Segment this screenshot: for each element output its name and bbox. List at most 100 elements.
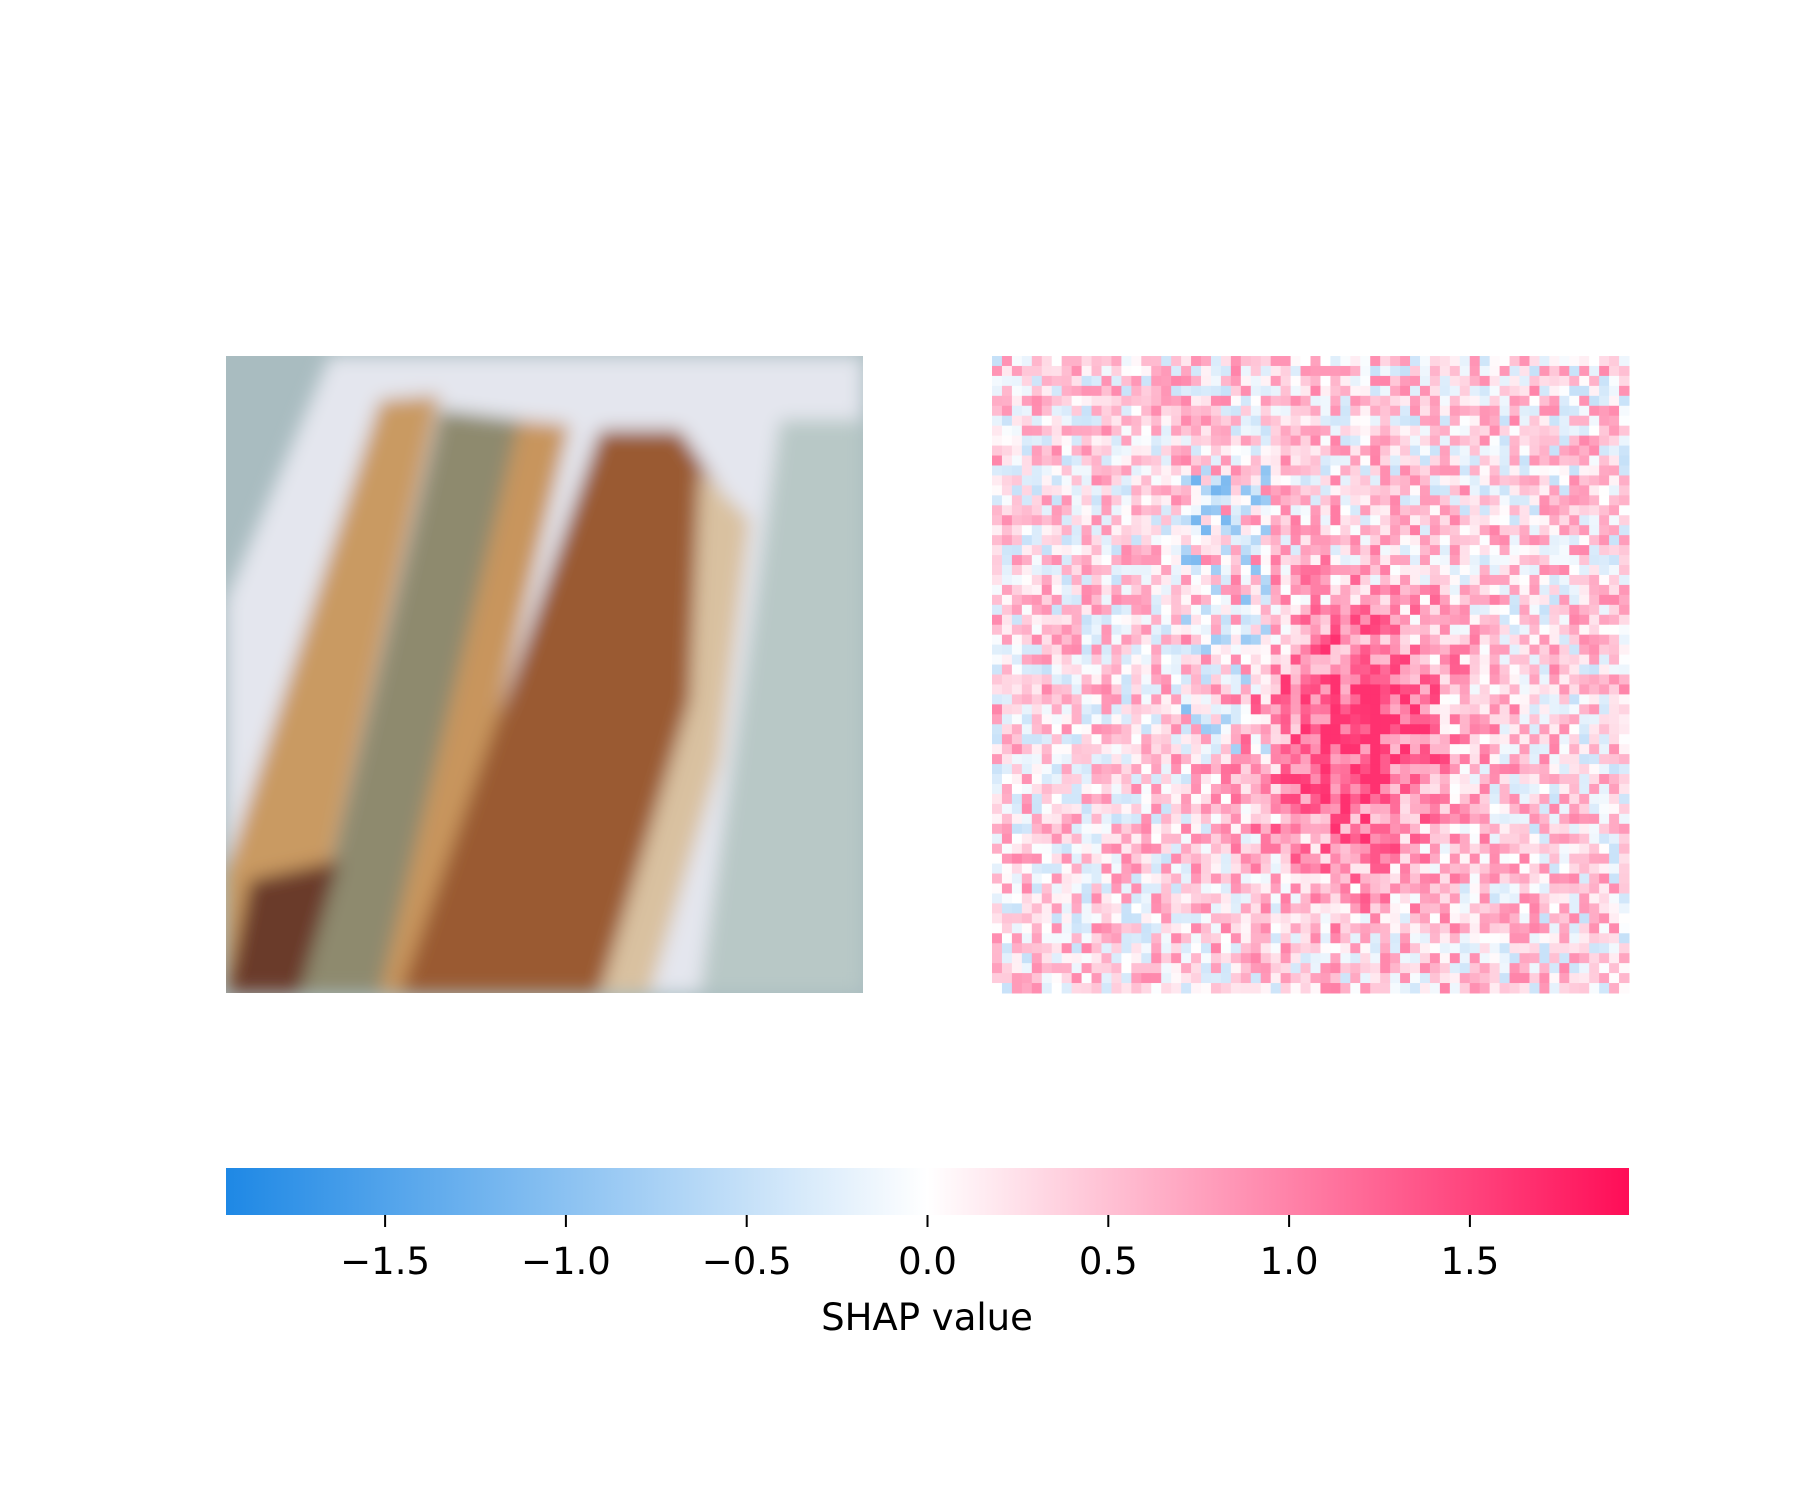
heatmap-cell	[1400, 803, 1411, 815]
heatmap-cell	[1300, 395, 1311, 407]
heatmap-cell	[1181, 515, 1192, 526]
heatmap-cell	[1469, 734, 1481, 745]
heatmap-cell	[1429, 624, 1441, 636]
heatmap-cell	[1589, 395, 1600, 407]
heatmap-cell	[1569, 475, 1580, 486]
heatmap-cell	[1240, 435, 1252, 447]
heatmap-cell	[1171, 555, 1182, 566]
heatmap-cell	[1330, 764, 1341, 775]
heatmap-cell	[1529, 843, 1540, 855]
heatmap-cell	[1051, 893, 1063, 904]
heatmap-cell	[1260, 644, 1272, 656]
heatmap-cell	[1579, 505, 1590, 516]
heatmap-cell	[1419, 873, 1431, 885]
heatmap-cell	[1380, 455, 1391, 466]
heatmap-cell	[1011, 883, 1023, 894]
heatmap-cell	[1310, 963, 1321, 974]
heatmap-cell	[1529, 783, 1540, 795]
heatmap-cell	[1449, 724, 1461, 735]
heatmap-cell	[1449, 485, 1461, 496]
heatmap-cell	[1340, 833, 1351, 845]
heatmap-cell	[1201, 883, 1212, 894]
heatmap-cell	[1101, 913, 1112, 924]
heatmap-cell	[1280, 356, 1292, 367]
heatmap-cell	[1549, 505, 1560, 516]
heatmap-cell	[1579, 724, 1590, 735]
heatmap-cell	[1429, 903, 1441, 914]
heatmap-cell	[1131, 594, 1142, 606]
heatmap-cell	[1260, 744, 1272, 755]
heatmap-cell	[1121, 823, 1132, 835]
heatmap-cell	[1360, 893, 1371, 904]
heatmap-cell	[1390, 425, 1401, 437]
heatmap-cell	[1111, 365, 1122, 377]
heatmap-cell	[1459, 684, 1471, 695]
heatmap-cell	[1041, 913, 1053, 924]
heatmap-cell	[1240, 803, 1252, 815]
heatmap-cell	[1181, 365, 1192, 377]
heatmap-cell	[1549, 793, 1560, 805]
heatmap-cell	[1280, 475, 1292, 486]
heatmap-cell	[1410, 634, 1421, 646]
heatmap-cell	[1091, 594, 1102, 606]
heatmap-cell	[1091, 793, 1102, 805]
heatmap-cell	[1439, 565, 1451, 576]
heatmap-cell	[992, 356, 1003, 367]
heatmap-cell	[1011, 654, 1023, 666]
heatmap-cell	[1449, 365, 1461, 377]
heatmap-cell	[1041, 953, 1053, 964]
heatmap-cell	[1559, 813, 1570, 825]
heatmap-cell	[1410, 783, 1421, 795]
heatmap-cell	[1380, 634, 1391, 646]
heatmap-cell	[1529, 584, 1540, 596]
x-axis-label: SHAP value	[821, 1296, 1033, 1339]
heatmap-cell	[1330, 485, 1341, 496]
heatmap-cell	[1459, 893, 1471, 904]
heatmap-cell	[1071, 375, 1083, 387]
heatmap-cell	[1310, 734, 1321, 745]
heatmap-cell	[1210, 873, 1222, 885]
heatmap-cell	[1270, 953, 1282, 964]
heatmap-cell	[1091, 395, 1102, 407]
heatmap-cell	[1419, 694, 1431, 705]
heatmap-cell	[1559, 923, 1570, 934]
heatmap-cell	[1260, 594, 1272, 606]
heatmap-cell	[1270, 574, 1282, 586]
heatmap-cell	[1181, 425, 1192, 437]
heatmap-cell	[1121, 654, 1132, 666]
heatmap-cell	[1539, 853, 1550, 865]
heatmap-cell	[1300, 485, 1311, 496]
heatmap-cell	[1161, 933, 1172, 944]
heatmap-cell	[1619, 495, 1630, 506]
heatmap-cell	[1469, 923, 1481, 934]
heatmap-cell	[1340, 783, 1351, 795]
heatmap-cell	[1011, 813, 1023, 825]
heatmap-cell	[1230, 863, 1242, 875]
heatmap-cell	[1131, 634, 1142, 646]
heatmap-cell	[1240, 634, 1252, 646]
heatmap-cell	[1270, 893, 1282, 904]
heatmap-cell	[1459, 873, 1471, 885]
heatmap-cell	[1609, 694, 1620, 705]
heatmap-cell	[1121, 634, 1132, 646]
heatmap-cell	[1380, 574, 1391, 586]
heatmap-cell	[1270, 963, 1282, 974]
heatmap-cell	[1569, 535, 1580, 546]
heatmap-cell	[1310, 535, 1321, 546]
heatmap-cell	[1519, 714, 1530, 725]
heatmap-cell	[1250, 863, 1262, 875]
heatmap-cell	[1439, 803, 1451, 815]
heatmap-cell	[1250, 624, 1262, 636]
heatmap-cell	[1469, 435, 1481, 447]
heatmap-cell	[1469, 843, 1481, 855]
heatmap-cell	[1390, 823, 1401, 835]
heatmap-cell	[1489, 495, 1501, 506]
heatmap-cell	[1320, 923, 1331, 934]
heatmap-cell	[1390, 873, 1401, 885]
heatmap-cell	[1479, 634, 1491, 646]
heatmap-cell	[1599, 535, 1610, 546]
heatmap-cell	[1380, 584, 1391, 596]
heatmap-cell	[1619, 365, 1630, 377]
heatmap-cell	[1360, 545, 1371, 556]
heatmap-cell	[1539, 495, 1550, 506]
